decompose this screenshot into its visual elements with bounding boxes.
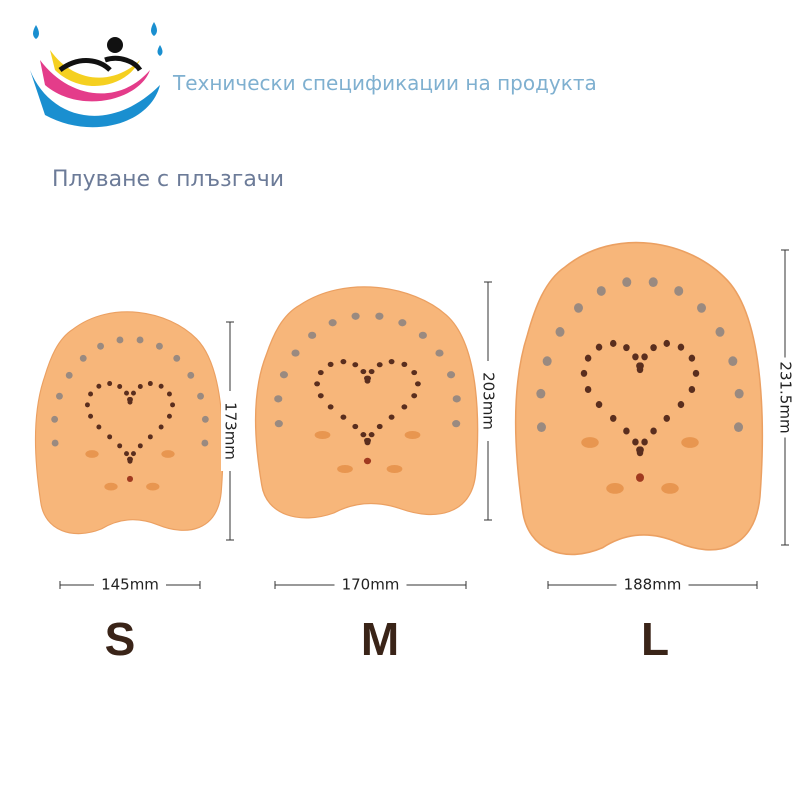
size-label: S (105, 613, 136, 665)
width-label: 170mm (342, 576, 400, 594)
label-bg (479, 361, 497, 441)
paddle-m (254, 285, 479, 520)
height-label: 231.5mm (777, 361, 795, 433)
label-bg (334, 575, 407, 595)
width-label: 188mm (624, 576, 682, 594)
title: Технически спецификации на продукта (172, 71, 597, 95)
logo (30, 22, 163, 128)
label-bg (616, 575, 689, 595)
height-label: 203mm (480, 372, 498, 430)
size-label: M (361, 613, 399, 665)
size-label: L (641, 613, 669, 665)
paddle-s (34, 310, 224, 535)
width-label: 145mm (101, 576, 159, 594)
height-label: 173mm (222, 402, 240, 460)
label-bg (94, 575, 166, 595)
subtitle: Плуване с плъзгачи (52, 167, 284, 192)
paddle-l (514, 241, 764, 556)
label-bg (221, 391, 239, 471)
label-bg (776, 357, 794, 438)
